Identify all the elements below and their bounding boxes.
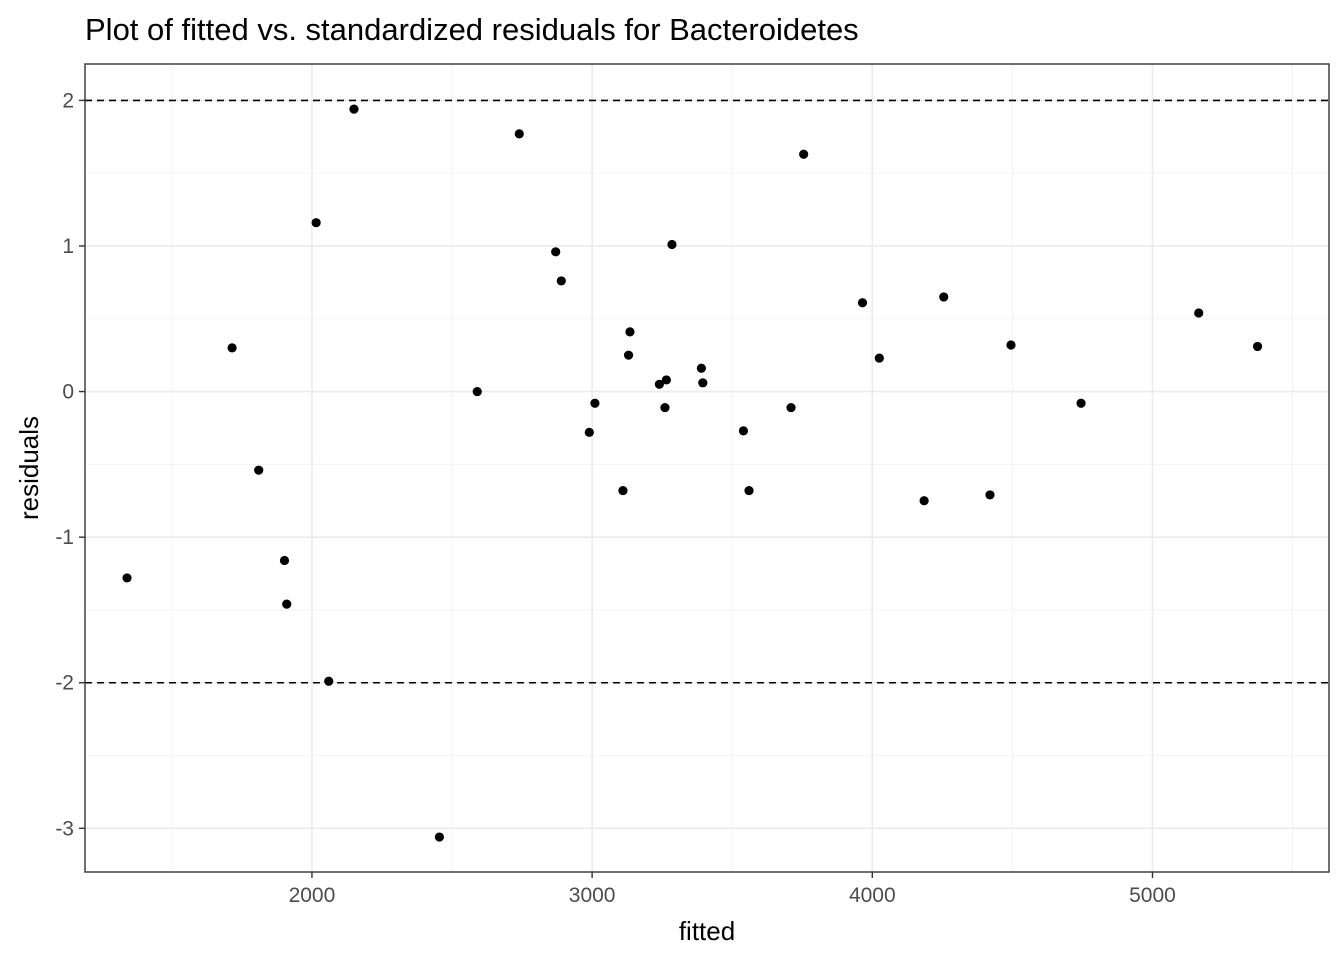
data-point — [590, 398, 600, 408]
data-point — [1006, 340, 1016, 350]
data-point — [584, 427, 594, 437]
data-point — [786, 402, 796, 413]
data-point — [1252, 341, 1263, 352]
data-point — [744, 485, 754, 496]
data-point — [324, 676, 334, 686]
data-point — [434, 832, 445, 842]
x-tick-label: 2000 — [289, 884, 336, 907]
y-axis-title: residuals — [14, 416, 44, 520]
data-point — [625, 327, 635, 337]
data-point — [660, 402, 670, 413]
x-tick-label: 5000 — [1129, 884, 1176, 907]
data-point — [667, 239, 677, 250]
data-point — [654, 379, 664, 389]
axis-ticks: 2000 3000 4000 5000 -3 -2 -1 0 1 2 — [55, 89, 1176, 907]
data-point — [661, 375, 671, 385]
data-point — [1076, 398, 1086, 408]
data-point — [514, 129, 524, 139]
data-point — [551, 247, 561, 257]
data-point — [279, 555, 290, 566]
data-point — [556, 276, 566, 286]
reference-lines — [85, 99, 1329, 684]
y-tick-label: 1 — [62, 235, 74, 258]
y-tick-label: -2 — [55, 672, 74, 695]
data-point — [349, 104, 359, 114]
data-point — [1194, 308, 1204, 318]
chart-title: Plot of fitted vs. standardized residual… — [85, 12, 859, 47]
data-point — [472, 386, 482, 397]
data-point — [698, 378, 708, 388]
data-point — [122, 573, 132, 583]
data-point — [696, 363, 706, 373]
y-tick-label: 0 — [62, 381, 74, 404]
data-point — [227, 343, 237, 353]
y-tick-label: -3 — [55, 817, 74, 840]
data-point — [874, 353, 884, 363]
data-point — [282, 599, 292, 609]
y-tick-label: -1 — [55, 526, 74, 549]
x-tick-label: 4000 — [849, 884, 896, 907]
data-point — [799, 149, 809, 159]
panel-border — [84, 63, 1330, 873]
data-point — [985, 490, 995, 500]
data-point — [738, 426, 749, 436]
data-point — [939, 292, 949, 302]
data-points — [122, 104, 1263, 842]
x-tick-label: 3000 — [569, 884, 616, 907]
data-point — [618, 485, 628, 496]
data-point — [623, 350, 634, 360]
data-point — [311, 218, 321, 228]
data-point — [857, 298, 868, 308]
y-tick-label: 2 — [62, 89, 74, 112]
data-point — [919, 496, 929, 506]
x-axis-title: fitted — [679, 916, 735, 946]
grid — [85, 64, 1329, 872]
data-point — [254, 465, 264, 475]
